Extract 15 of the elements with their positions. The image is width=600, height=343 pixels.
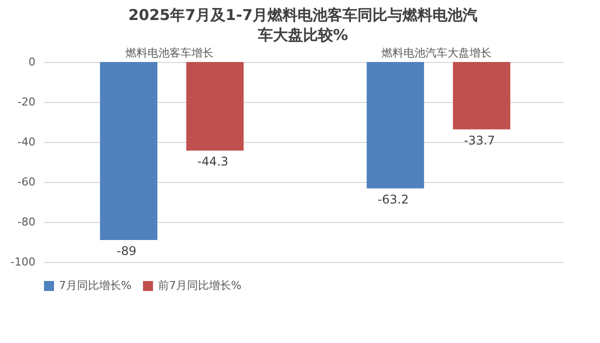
y-tick-label: -80 bbox=[18, 216, 36, 228]
y-tick-label: 0 bbox=[28, 56, 36, 68]
data-label: -33.7 bbox=[464, 133, 495, 148]
y-tick-label: -40 bbox=[18, 136, 36, 148]
data-label: -89 bbox=[116, 244, 136, 258]
data-label: -63.2 bbox=[378, 192, 409, 206]
legend-label: 7月同比增长% bbox=[59, 279, 132, 292]
chart-title: 2025年7月及1-7月燃料电池客车同比与燃料电池汽车大盘比较% bbox=[128, 6, 478, 44]
x-tick-label: 燃料电池客车增长 bbox=[126, 46, 214, 60]
y-tick-label: -60 bbox=[18, 176, 36, 188]
y-tick-label: -100 bbox=[10, 256, 36, 268]
legend-label: 前7月同比增长% bbox=[158, 279, 242, 292]
x-tick-label: 燃料电池汽车大盘增长 bbox=[381, 46, 492, 60]
data-label: -44.3 bbox=[197, 154, 228, 169]
y-tick-label: -20 bbox=[18, 96, 36, 108]
